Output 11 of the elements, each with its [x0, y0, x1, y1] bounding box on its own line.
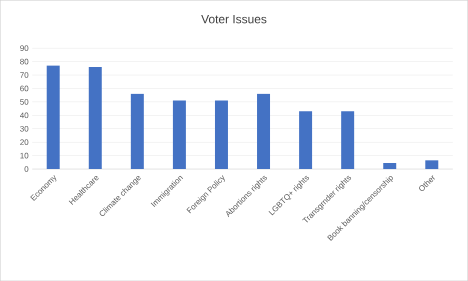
bar [257, 94, 270, 169]
bar [46, 66, 60, 169]
bar [425, 160, 438, 169]
bar [172, 100, 186, 169]
bar [214, 100, 228, 169]
bar [299, 111, 312, 169]
bar [130, 94, 144, 169]
bar [383, 162, 396, 169]
bar [88, 66, 102, 169]
bar [341, 111, 354, 169]
chart-title: Voter Issues [201, 14, 266, 24]
